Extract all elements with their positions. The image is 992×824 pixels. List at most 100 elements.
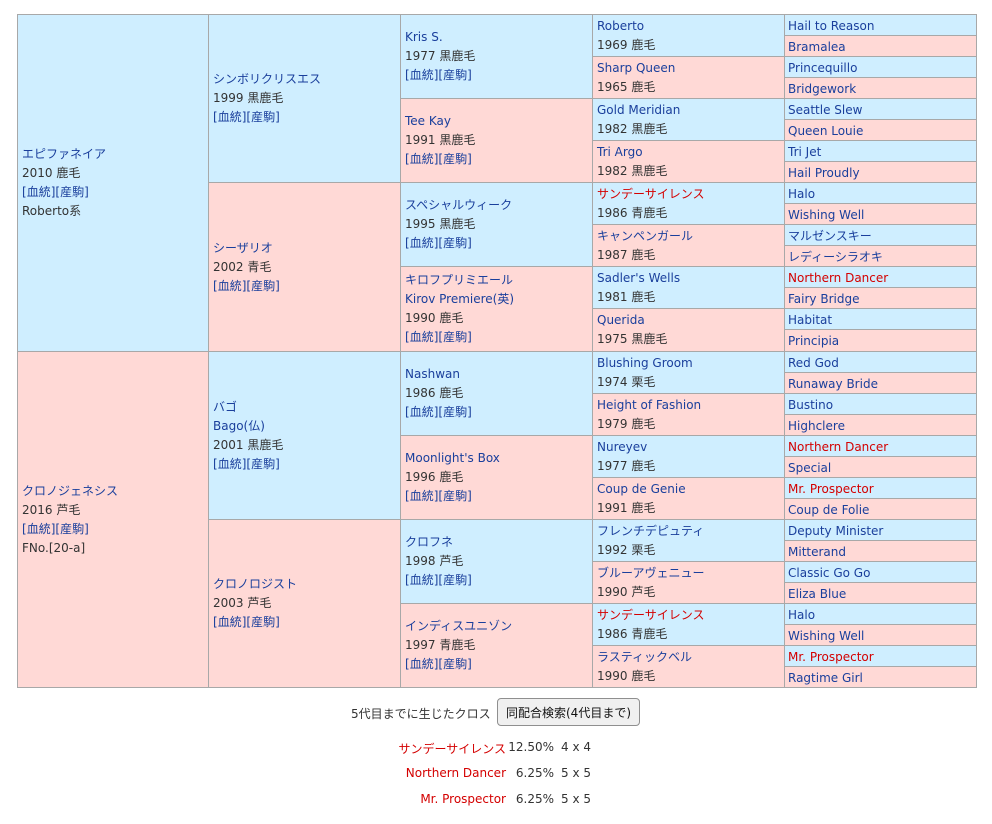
horse-name-link[interactable]: Moonlight's Box bbox=[405, 451, 500, 465]
cross-horse-name[interactable]: Mr. Prospector bbox=[420, 792, 506, 806]
produce-link[interactable]: 産駒 bbox=[443, 657, 468, 671]
bloodline-link[interactable]: 血統 bbox=[409, 573, 434, 587]
horse-name-link[interactable]: サンデーサイレンス bbox=[597, 608, 705, 622]
produce-link[interactable]: 産駒 bbox=[443, 236, 468, 250]
horse-name-link[interactable]: Kris S. bbox=[405, 30, 443, 44]
horse-name-link[interactable]: Height of Fashion bbox=[597, 398, 702, 412]
horse-name-link[interactable]: シーザリオ bbox=[213, 240, 273, 255]
birth-year: 1990 bbox=[597, 669, 628, 683]
bloodline-link[interactable]: 血統 bbox=[409, 405, 434, 419]
horse-name-link[interactable]: Mr. Prospector bbox=[788, 650, 874, 664]
horse-name-link[interactable]: Mitterand bbox=[788, 545, 846, 559]
pedigree-cell-gen5: Bridgework bbox=[784, 77, 977, 99]
horse-name-link[interactable]: Ragtime Girl bbox=[788, 671, 863, 685]
horse-name-link[interactable]: Tri Jet bbox=[788, 145, 822, 159]
horse-name-link[interactable]: キャンペンガール bbox=[597, 229, 694, 243]
horse-name-link[interactable]: Eliza Blue bbox=[788, 587, 847, 601]
cross-horse-name[interactable]: サンデーサイレンス bbox=[398, 742, 506, 756]
horse-name-link[interactable]: Hail Proudly bbox=[788, 166, 860, 180]
produce-link[interactable]: 産駒 bbox=[251, 278, 276, 293]
horse-name-link[interactable]: ブルーアヴェニュー bbox=[597, 566, 705, 580]
horse-name-link[interactable]: Halo bbox=[788, 187, 816, 201]
horse-name-link[interactable]: Deputy Minister bbox=[788, 524, 884, 538]
bloodline-link[interactable]: 血統 bbox=[217, 456, 242, 471]
horse-name-link[interactable]: Tri Argo bbox=[597, 145, 643, 159]
horse-name-link[interactable]: Princequillo bbox=[788, 61, 858, 75]
horse-name-link[interactable]: Habitat bbox=[788, 313, 833, 327]
horse-name-link[interactable]: クロノロジスト bbox=[213, 577, 298, 591]
horse-name-link[interactable]: エピファネイア bbox=[22, 147, 107, 161]
bloodline-link[interactable]: 血統 bbox=[409, 68, 434, 82]
produce-link[interactable]: 産駒 bbox=[251, 456, 276, 471]
horse-name-link[interactable]: シンボリクリスエス bbox=[213, 72, 322, 86]
horse-name-link[interactable]: Principia bbox=[788, 334, 840, 348]
horse-name-link[interactable]: ラスティックベル bbox=[597, 650, 693, 664]
horse-name-link[interactable]: Fairy Bridge bbox=[788, 292, 860, 306]
produce-link[interactable]: 産駒 bbox=[443, 405, 468, 419]
horse-name-link[interactable]: Highclere bbox=[788, 419, 845, 433]
horse-name-link[interactable]: Nashwan bbox=[405, 367, 460, 381]
horse-name-link[interactable]: Bustino bbox=[788, 398, 834, 412]
horse-name-link[interactable]: Wishing Well bbox=[788, 208, 865, 222]
horse-name-link[interactable]: Coup de Genie bbox=[597, 482, 686, 496]
bloodline-link[interactable]: 血統 bbox=[409, 489, 434, 503]
horse-name-link[interactable]: Sharp Queen bbox=[597, 61, 676, 75]
horse-name-link[interactable]: Seattle Slew bbox=[788, 103, 863, 117]
bloodline-link[interactable]: 血統 bbox=[26, 185, 51, 199]
horse-name-link[interactable]: Querida bbox=[597, 313, 645, 327]
produce-link[interactable]: 産駒 bbox=[443, 489, 468, 503]
horse-name-link[interactable]: インディスユニゾン bbox=[405, 619, 513, 633]
horse-name-link[interactable]: Red God bbox=[788, 356, 839, 370]
horse-name-link[interactable]: Sadler's Wells bbox=[597, 271, 681, 285]
produce-link[interactable]: 産駒 bbox=[60, 185, 85, 199]
horse-name-link[interactable]: バゴ bbox=[213, 399, 238, 414]
horse-name-link[interactable]: Coup de Folie bbox=[788, 503, 870, 517]
horse-name-link[interactable]: サンデーサイレンス bbox=[597, 187, 705, 201]
pedigree-cell-gen5: Tri Jet bbox=[784, 140, 977, 162]
produce-link[interactable]: 産駒 bbox=[443, 68, 468, 82]
horse-name-link[interactable]: Mr. Prospector bbox=[788, 482, 874, 496]
horse-name-link[interactable]: Classic Go Go bbox=[788, 566, 871, 580]
horse-name-link[interactable]: Northern Dancer bbox=[788, 271, 889, 285]
horse-name-link[interactable]: Bramalea bbox=[788, 40, 846, 54]
horse-name-link[interactable]: Northern Dancer bbox=[788, 440, 889, 454]
same-breeding-search-button[interactable]: 同配合検索(4代目まで) bbox=[497, 698, 640, 726]
horse-name-link[interactable]: マルゼンスキー bbox=[788, 229, 872, 243]
produce-link[interactable]: 産駒 bbox=[60, 521, 85, 536]
produce-link[interactable]: 産駒 bbox=[251, 615, 276, 629]
cross-horse-name[interactable]: Northern Dancer bbox=[405, 766, 506, 780]
bloodline-link[interactable]: 血統 bbox=[217, 278, 242, 293]
produce-link[interactable]: 産駒 bbox=[251, 110, 276, 124]
horse-name-link[interactable]: フレンチデピュティ bbox=[597, 524, 705, 538]
horse-name-link[interactable]: Gold Meridian bbox=[597, 103, 681, 117]
produce-link[interactable]: 産駒 bbox=[443, 152, 468, 166]
horse-name-link[interactable]: Nureyev bbox=[597, 440, 648, 454]
bloodline-link[interactable]: 血統 bbox=[409, 152, 434, 166]
bloodline-link[interactable]: 血統 bbox=[409, 330, 434, 344]
horse-alt-name-link[interactable]: Bago(仏) bbox=[213, 418, 265, 433]
bloodline-link[interactable]: 血統 bbox=[217, 615, 242, 629]
bloodline-link[interactable]: 血統 bbox=[217, 110, 242, 124]
bloodline-link[interactable]: 血統 bbox=[26, 521, 51, 536]
horse-name-link[interactable]: レディーシラオキ bbox=[788, 250, 883, 264]
horse-name-link[interactable]: Tee Kay bbox=[405, 114, 451, 128]
horse-name-link[interactable]: クロノジェネシス bbox=[22, 483, 119, 498]
horse-name-link[interactable]: Runaway Bride bbox=[788, 377, 878, 391]
horse-name-link[interactable]: Bridgework bbox=[788, 82, 857, 96]
horse-alt-name-link[interactable]: Kirov Premiere(英) bbox=[405, 292, 515, 306]
produce-link[interactable]: 産駒 bbox=[443, 573, 468, 587]
horse-name-link[interactable]: Roberto bbox=[597, 19, 645, 33]
horse-name-link[interactable]: スペシャルウィーク bbox=[405, 198, 513, 212]
produce-link[interactable]: 産駒 bbox=[443, 330, 468, 344]
horse-name-link[interactable]: Special bbox=[788, 461, 832, 475]
horse-name-link[interactable]: Halo bbox=[788, 608, 816, 622]
horse-name-link[interactable]: クロフネ bbox=[405, 535, 454, 549]
horse-name-link[interactable]: Wishing Well bbox=[788, 629, 865, 643]
pedigree-cell-gen5: Hail Proudly bbox=[784, 161, 977, 183]
horse-name-link[interactable]: Blushing Groom bbox=[597, 356, 693, 370]
horse-name-link[interactable]: Hail to Reason bbox=[788, 19, 875, 33]
bloodline-link[interactable]: 血統 bbox=[409, 657, 434, 671]
bloodline-link[interactable]: 血統 bbox=[409, 236, 434, 250]
horse-name-link[interactable]: キロフプリミエール bbox=[405, 273, 514, 287]
horse-name-link[interactable]: Queen Louie bbox=[788, 124, 864, 138]
